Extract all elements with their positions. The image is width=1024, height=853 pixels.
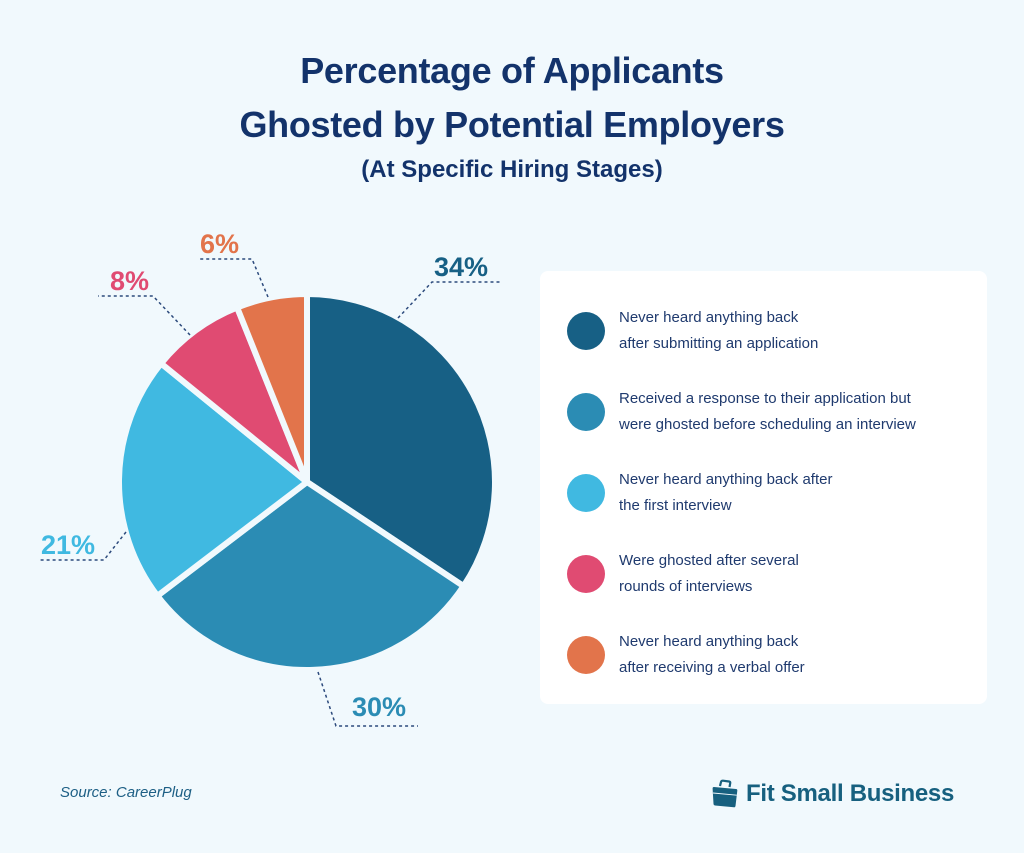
pct-label-21: 21% xyxy=(41,530,96,560)
legend-swatch xyxy=(567,312,605,350)
leader-line xyxy=(38,531,127,561)
pie-chart xyxy=(38,258,500,727)
source-note: Source: CareerPlug xyxy=(60,784,192,801)
legend-label: Never heard anything back after submittin… xyxy=(619,309,819,352)
legend-swatch xyxy=(567,636,605,674)
chart-title-line2: Ghosted by Potential Employers xyxy=(239,104,785,145)
pie-slice xyxy=(154,479,467,673)
brand-logo: Fit Small Business xyxy=(712,779,954,809)
legend-swatch xyxy=(567,393,605,431)
pct-label-8: 8% xyxy=(110,266,150,296)
pie-slice xyxy=(234,291,310,485)
legend-item: Received a response to their application… xyxy=(567,386,916,438)
pie-slice xyxy=(116,360,310,599)
leader-line xyxy=(397,281,500,319)
legend-label: Were ghosted after several rounds of inte… xyxy=(619,552,799,595)
legend-swatch xyxy=(567,555,605,593)
chart-title-line1: Percentage of Applicants xyxy=(300,50,724,91)
brand-name: Fit Small Business xyxy=(746,780,954,807)
chart-subtitle: (At Specific Hiring Stages) xyxy=(361,156,663,183)
legend-panel: Never heard anything back after submittin… xyxy=(540,271,987,704)
legend-label: Never heard anything back after receiving… xyxy=(619,633,805,676)
leader-line xyxy=(317,671,418,727)
pct-label-30: 30% xyxy=(352,692,407,722)
legend-label: Never heard anything back after the first… xyxy=(619,471,833,514)
leader-line xyxy=(98,295,191,336)
pct-label-34: 34% xyxy=(434,252,489,282)
legend-label: Received a response to their application… xyxy=(619,390,916,433)
legend-item: Never heard anything back after the first… xyxy=(567,467,832,519)
pct-label-6: 6% xyxy=(200,229,240,259)
briefcase-icon xyxy=(712,779,738,808)
leader-line xyxy=(198,258,269,298)
legend-item: Were ghosted after several rounds of inte… xyxy=(567,548,799,600)
legend-swatch xyxy=(567,474,605,512)
legend-item: Never heard anything back after submittin… xyxy=(567,305,818,357)
legend-item: Never heard anything back after receiving… xyxy=(567,629,805,681)
